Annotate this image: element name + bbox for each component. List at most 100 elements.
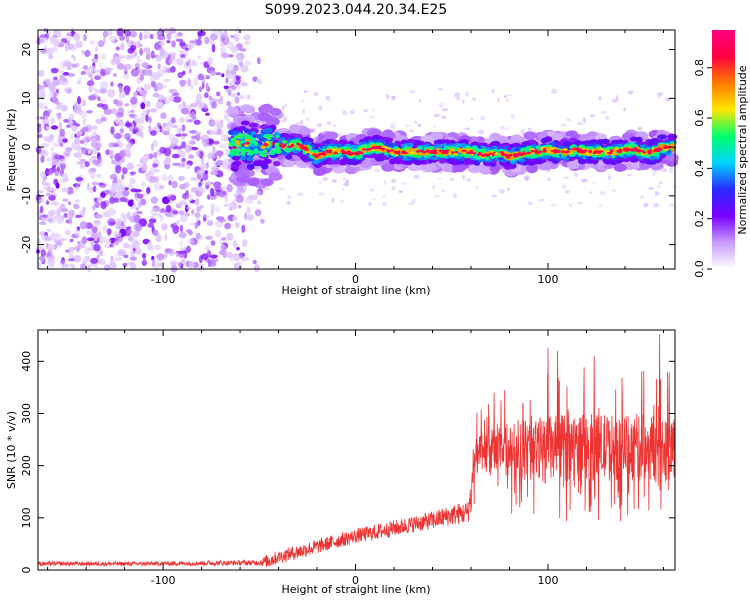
noise-blob (114, 257, 123, 262)
noise-blob (206, 250, 212, 258)
noise-blob (107, 88, 116, 98)
noise-blob (50, 146, 55, 152)
faint-blob (434, 195, 440, 198)
signal-blob (274, 142, 281, 146)
faint-blob (433, 113, 440, 118)
signal-blob (284, 149, 292, 153)
noise-blob (194, 197, 200, 206)
noise-blob (211, 43, 216, 53)
noise-blob (215, 216, 225, 221)
noise-blob (145, 114, 149, 122)
signal-blob (366, 148, 370, 151)
noise-blob (59, 128, 65, 137)
faint-blob (520, 129, 525, 134)
signal-blob (456, 148, 463, 152)
noise-blob (197, 73, 205, 81)
noise-blob (120, 42, 125, 51)
noise-blob (178, 262, 182, 267)
noise-blob (113, 143, 119, 148)
noise-blob (197, 55, 202, 60)
noise-blob (51, 67, 59, 74)
noise-blob (152, 92, 160, 98)
noise-blob (90, 231, 99, 239)
noise-blob (145, 174, 151, 182)
noise-blob (148, 125, 152, 134)
signal-blob (545, 146, 550, 150)
noise-blob (193, 131, 202, 135)
noise-blob (180, 54, 186, 58)
noise-blob (160, 112, 167, 120)
signal-blob (566, 150, 570, 153)
signal-blob (402, 156, 409, 161)
signal-blob (265, 127, 273, 133)
signal-blob (654, 148, 658, 152)
noise-blob (153, 139, 159, 148)
noise-blob (113, 240, 120, 246)
signal-blob (227, 106, 239, 116)
noise-blob (149, 166, 158, 174)
signal-blob (535, 145, 541, 150)
colorbar-gradient (712, 30, 735, 269)
faint-blob (480, 115, 486, 121)
faint-blob (461, 174, 466, 180)
noise-blob (115, 111, 124, 118)
noise-blob (162, 28, 171, 34)
snr-y-tick-label: 200 (20, 455, 33, 476)
noise-blob (65, 229, 71, 236)
signal-blob (265, 133, 271, 138)
noise-blob (45, 192, 52, 197)
faint-blob (382, 202, 388, 207)
colorbar: 0.00.20.40.60.8 Normalized spectral ampl… (693, 30, 749, 278)
noise-blob (137, 193, 144, 199)
noise-blob (240, 81, 248, 87)
noise-blob (151, 259, 156, 268)
signal-blob (382, 129, 394, 139)
signal-blob (389, 158, 397, 165)
noise-blob (142, 97, 147, 104)
signal-blob (520, 147, 526, 152)
noise-blob (87, 149, 92, 155)
noise-blob (189, 222, 196, 226)
faint-blob (432, 125, 436, 128)
noise-blob (162, 130, 170, 136)
noise-blob (159, 208, 167, 214)
signal-blob (240, 120, 250, 126)
noise-blob (236, 92, 241, 96)
faint-blob (390, 178, 397, 184)
noise-blob (124, 133, 131, 140)
noise-blob (68, 216, 73, 225)
noise-blob (72, 146, 80, 150)
signal-blob (268, 151, 276, 156)
colorbar-tick-label: 0.8 (693, 59, 706, 77)
signal-blob (352, 152, 359, 155)
noise-blob (222, 250, 227, 259)
noise-blob (243, 40, 252, 45)
noise-blob (106, 228, 112, 236)
noise-blob (134, 51, 138, 57)
snr-x-tick-label: 100 (537, 574, 558, 587)
noise-blob (99, 98, 107, 104)
noise-blob (111, 210, 117, 214)
noise-blob (188, 230, 193, 236)
faint-blob (264, 186, 270, 191)
spectrogram-y-tick-label: 0 (20, 144, 33, 151)
noise-blob (63, 177, 70, 183)
noise-blob (232, 215, 239, 221)
noise-blob (138, 32, 143, 41)
signal-blob (667, 133, 678, 140)
signal-blob (320, 152, 325, 156)
signal-blob (239, 104, 253, 113)
noise-blob (147, 241, 153, 251)
faint-blob (496, 97, 500, 103)
noise-blob (48, 54, 54, 60)
noise-blob (219, 143, 227, 149)
signal-blob (240, 155, 246, 160)
faint-blob (441, 115, 447, 120)
noise-blob (212, 146, 216, 154)
noise-blob (118, 92, 126, 98)
noise-blob (39, 69, 45, 74)
faint-blob (331, 197, 335, 203)
